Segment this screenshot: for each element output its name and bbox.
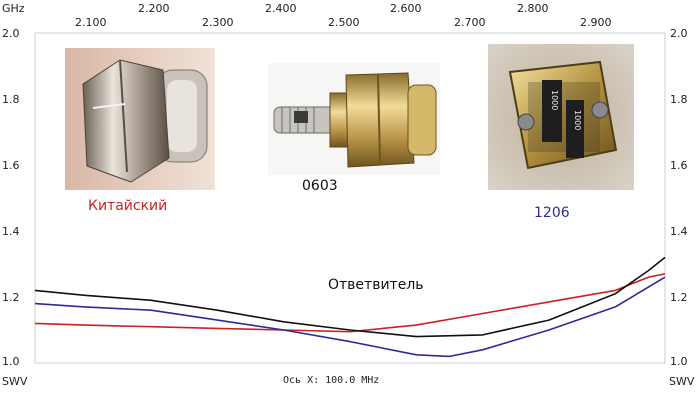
y-axis-label-right: SWV: [669, 375, 695, 388]
coupler-annotation: Ответвитель: [328, 277, 424, 293]
series-line-0: [34, 273, 666, 333]
y-tick-left-4: 1.2: [2, 291, 20, 304]
y-tick-left-1: 1.8: [2, 93, 20, 106]
series-line-1: [34, 276, 666, 358]
series-layer: [34, 256, 666, 358]
x-tick-upper-0: 2.200: [138, 2, 170, 15]
x-tick-upper-1: 2.400: [265, 2, 297, 15]
y-tick-right-2: 1.6: [670, 159, 688, 172]
sma-connector-chinese-photo: [65, 48, 215, 190]
x-tick-upper-3: 2.800: [517, 2, 549, 15]
resistor-marking-1: 1000: [550, 90, 559, 110]
sma-connector-1206-photo: 1000 1000: [488, 44, 634, 190]
y-tick-right-1: 1.8: [670, 93, 688, 106]
y-tick-right-4: 1.2: [670, 291, 688, 304]
x-tick-lower-1: 2.300: [202, 16, 234, 29]
x-axis-note: Ось X: 100.0 MHz: [283, 375, 380, 386]
resistor-marking-2: 1000: [573, 110, 582, 130]
y-tick-right-5: 1.0: [670, 355, 688, 368]
caption-0603: 0603: [302, 178, 338, 194]
y-tick-left-3: 1.4: [2, 225, 20, 238]
y-tick-left-2: 1.6: [2, 159, 20, 172]
caption-1206: 1206: [534, 205, 570, 221]
x-tick-lower-0: 2.100: [75, 16, 107, 29]
x-tick-lower-4: 2.900: [580, 16, 612, 29]
y-tick-right-0: 2.0: [670, 27, 688, 40]
caption-chinese: Китайский: [88, 198, 168, 214]
sma-connector-0603-photo: [268, 63, 440, 175]
y-tick-left-5: 1.0: [2, 355, 20, 368]
x-tick-lower-3: 2.700: [454, 16, 486, 29]
x-unit-label: GHz: [2, 2, 25, 15]
x-tick-upper-2: 2.600: [390, 2, 422, 15]
series-line-2: [34, 256, 666, 338]
y-axis-label-left: SWV: [2, 375, 28, 388]
y-tick-left-0: 2.0: [2, 27, 20, 40]
y-tick-right-3: 1.4: [670, 225, 688, 238]
x-tick-lower-2: 2.500: [328, 16, 360, 29]
